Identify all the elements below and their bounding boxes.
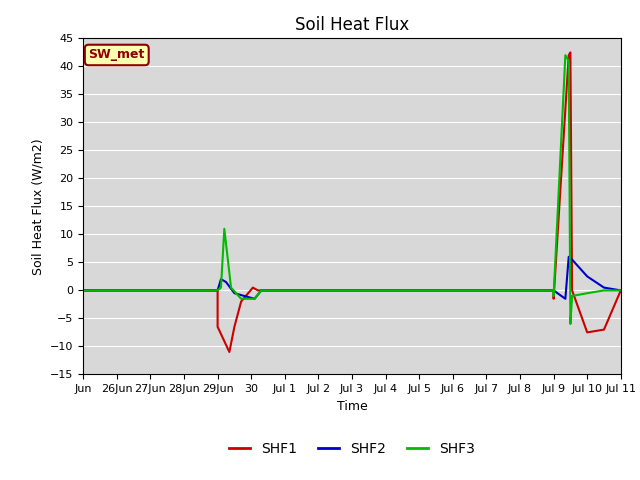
X-axis label: Time: Time [337, 400, 367, 413]
Title: Soil Heat Flux: Soil Heat Flux [295, 16, 409, 34]
Y-axis label: Soil Heat Flux (W/m2): Soil Heat Flux (W/m2) [31, 138, 45, 275]
Text: SW_met: SW_met [88, 48, 145, 61]
Legend: SHF1, SHF2, SHF3: SHF1, SHF2, SHF3 [224, 436, 480, 462]
